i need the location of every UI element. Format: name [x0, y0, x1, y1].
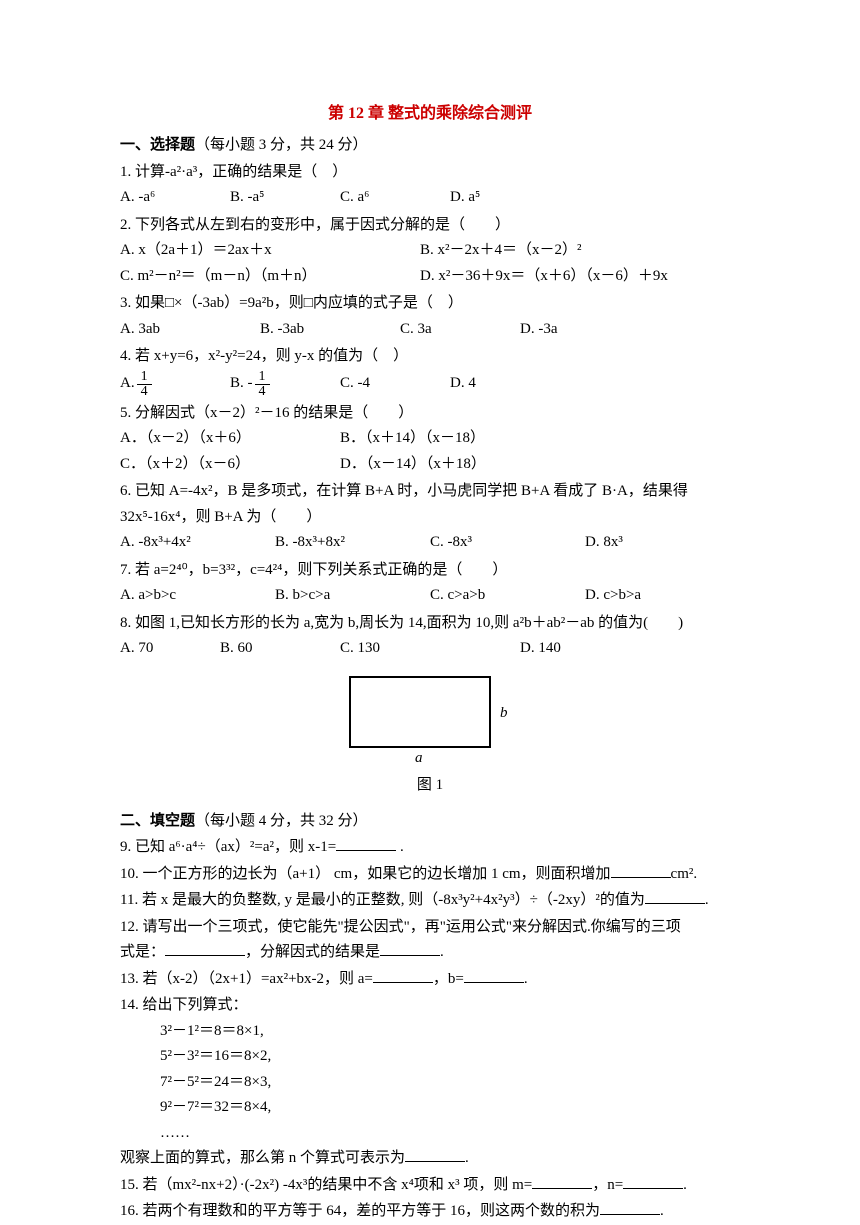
- q3-opt-d: D. -3a: [520, 317, 558, 343]
- q6-options: A. -8x³+4x² B. -8x³+8x² C. -8x³ D. 8x³: [120, 530, 740, 556]
- q3-text: 3. 如果□×（-3ab）=9a²b，则□内应填的式子是（ ）: [120, 291, 740, 317]
- q5-text: 5. 分解因式（x－2）²－16 的结果是（ ）: [120, 401, 740, 427]
- q4-text: 4. 若 x+y=6，x²-y²=24，则 y-x 的值为（ ）: [120, 344, 740, 370]
- q1-opt-a: A. -a⁶: [120, 185, 230, 211]
- blank[interactable]: [623, 1175, 683, 1189]
- q6-opt-d: D. 8x³: [585, 530, 740, 556]
- blank[interactable]: [405, 1148, 465, 1162]
- question-4: 4. 若 x+y=6，x²-y²=24，则 y-x 的值为（ ） A. 14 B…: [120, 344, 740, 399]
- question-11: 11. 若 x 是最大的负整数, y 是最小的正整数, 则（-8x³y²+4x²…: [120, 888, 740, 914]
- page-title: 第 12 章 整式的乘除综合测评: [120, 100, 740, 127]
- q14-line2: 5²－3²＝16＝8×2,: [160, 1044, 740, 1070]
- question-3: 3. 如果□×（-3ab）=9a²b，则□内应填的式子是（ ） A. 3ab B…: [120, 291, 740, 342]
- q5-opt-d: D．（x－14）（x＋18）: [340, 452, 486, 478]
- question-10: 10. 一个正方形的边长为（a+1） cm，如果它的边长增加 1 cm，则面积增…: [120, 862, 740, 888]
- question-14: 14. 给出下列算式： 3²－1²＝8＝8×1, 5²－3²＝16＝8×2, 7…: [120, 993, 740, 1172]
- q14-line1: 3²－1²＝8＝8×1,: [160, 1019, 740, 1045]
- q7-opt-c: C. c>a>b: [430, 583, 585, 609]
- section-1-header: 一、选择题（每小题 3 分，共 24 分）: [120, 133, 740, 159]
- blank[interactable]: [611, 864, 671, 878]
- q8-opt-d: D. 140: [520, 636, 561, 662]
- fraction-1-4-neg: 14: [255, 370, 270, 399]
- label-b: b: [500, 705, 508, 721]
- rectangle-diagram: b a: [340, 672, 520, 762]
- question-12: 12. 请写出一个三项式，使它能先"提公因式"，再"运用公式"来分解因式.你编写…: [120, 915, 740, 966]
- q7-opt-b: B. b>c>a: [275, 583, 430, 609]
- q8-opt-a: A. 70: [120, 636, 220, 662]
- q3-opt-c: C. 3a: [400, 317, 520, 343]
- q1-options: A. -a⁶ B. -a⁵ C. a⁶ D. a⁵: [120, 185, 740, 211]
- blank[interactable]: [600, 1201, 660, 1215]
- q8-opt-c: C. 130: [340, 636, 520, 662]
- question-16: 16. 若两个有理数和的平方等于 64，差的平方等于 16，则这两个数的积为.: [120, 1199, 740, 1225]
- question-6: 6. 已知 A=-4x²，B 是多项式，在计算 B+A 时，小马虎同学把 B+A…: [120, 479, 740, 556]
- q1-text: 1. 计算-a²·a³，正确的结果是（ ）: [120, 160, 740, 186]
- label-a: a: [415, 750, 423, 762]
- q8-opt-b: B. 60: [220, 636, 340, 662]
- q5-options-row1: A．（x－2）（x＋6） B．（x＋14）（x－18）: [120, 426, 740, 452]
- q2-opt-b: B. x²－2x＋4＝（x－2）²: [420, 238, 720, 264]
- q14-line3: 7²－5²＝24＝8×3,: [160, 1070, 740, 1096]
- q6-opt-b: B. -8x³+8x²: [275, 530, 430, 556]
- blank[interactable]: [165, 942, 245, 956]
- blank[interactable]: [532, 1175, 592, 1189]
- q3-opt-b: B. -3ab: [260, 317, 400, 343]
- figure-1-caption: 图 1: [120, 773, 740, 799]
- q4-opt-d: D. 4: [450, 371, 560, 397]
- q6-line1: 6. 已知 A=-4x²，B 是多项式，在计算 B+A 时，小马虎同学把 B+A…: [120, 479, 740, 505]
- blank[interactable]: [464, 969, 524, 983]
- section-2-header: 二、填空题（每小题 4 分，共 32 分）: [120, 809, 740, 835]
- q8-options: A. 70 B. 60 C. 130 D. 140: [120, 636, 740, 662]
- q5-opt-b: B．（x＋14）（x－18）: [340, 426, 485, 452]
- section-1-note: （每小题 3 分，共 24 分）: [195, 137, 368, 153]
- q14-intro: 14. 给出下列算式：: [120, 993, 740, 1019]
- q7-text: 7. 若 a=2⁴⁰，b=3³²，c=4²⁴，则下列关系式正确的是（ ）: [120, 558, 740, 584]
- question-7: 7. 若 a=2⁴⁰，b=3³²，c=4²⁴，则下列关系式正确的是（ ） A. …: [120, 558, 740, 609]
- q2-options-row2: C. m²－n²＝（m－n）（m＋n） D. x²－36＋9x＝（x＋6）（x－…: [120, 264, 740, 290]
- q2-opt-d: D. x²－36＋9x＝（x＋6）（x－6）＋9x: [420, 264, 720, 290]
- q4-opt-c: C. -4: [340, 371, 450, 397]
- q5-opt-a: A．（x－2）（x＋6）: [120, 426, 340, 452]
- q2-opt-a: A. x（2a＋1）＝2ax＋x: [120, 238, 420, 264]
- q2-options-row1: A. x（2a＋1）＝2ax＋x B. x²－2x＋4＝（x－2）²: [120, 238, 740, 264]
- question-8: 8. 如图 1,已知长方形的长为 a,宽为 b,周长为 14,面积为 10,则 …: [120, 611, 740, 662]
- question-1: 1. 计算-a²·a³，正确的结果是（ ） A. -a⁶ B. -a⁵ C. a…: [120, 160, 740, 211]
- question-2: 2. 下列各式从左到右的变形中，属于因式分解的是（ ） A. x（2a＋1）＝2…: [120, 213, 740, 290]
- question-9: 9. 已知 a⁶·a⁴÷（ax）²=a²，则 x-1= .: [120, 835, 740, 861]
- q5-opt-c: C．（x＋2）（x－6）: [120, 452, 340, 478]
- blank[interactable]: [645, 890, 705, 904]
- q3-opt-a: A. 3ab: [120, 317, 260, 343]
- q3-options: A. 3ab B. -3ab C. 3a D. -3a: [120, 317, 740, 343]
- q6-opt-c: C. -8x³: [430, 530, 585, 556]
- q2-text: 2. 下列各式从左到右的变形中，属于因式分解的是（ ）: [120, 213, 740, 239]
- q14-line5: ……: [160, 1121, 740, 1147]
- blank[interactable]: [336, 837, 396, 851]
- question-15: 15. 若（mx²-nx+2）·(-2x²) -4x³的结果中不含 x⁴项和 x…: [120, 1173, 740, 1199]
- q4-options: A. 14 B. - 14 C. -4 D. 4: [120, 370, 740, 399]
- q4-opt-b: B. - 14: [230, 370, 340, 399]
- figure-1: b a 图 1: [120, 672, 740, 799]
- question-13: 13. 若（x-2）（2x+1）=ax²+bx-2，则 a=，b=.: [120, 967, 740, 993]
- section-2-note: （每小题 4 分，共 32 分）: [195, 813, 368, 829]
- q1-opt-b: B. -a⁵: [230, 185, 340, 211]
- question-5: 5. 分解因式（x－2）²－16 的结果是（ ） A．（x－2）（x＋6） B．…: [120, 401, 740, 478]
- section-2-label: 二、填空题: [120, 813, 195, 829]
- q14-line4: 9²－7²＝32＝8×4,: [160, 1095, 740, 1121]
- q2-opt-c: C. m²－n²＝（m－n）（m＋n）: [120, 264, 420, 290]
- q1-opt-d: D. a⁵: [450, 185, 560, 211]
- q7-opt-a: A. a>b>c: [120, 583, 275, 609]
- q4-opt-a: A. 14: [120, 370, 230, 399]
- section-1-label: 一、选择题: [120, 137, 195, 153]
- blank[interactable]: [380, 942, 440, 956]
- q6-line2: 32x⁵-16x⁴，则 B+A 为（ ）: [120, 505, 740, 531]
- q1-opt-c: C. a⁶: [340, 185, 450, 211]
- q7-opt-d: D. c>b>a: [585, 583, 740, 609]
- fraction-1-4: 14: [137, 370, 152, 399]
- blank[interactable]: [373, 969, 433, 983]
- q6-opt-a: A. -8x³+4x²: [120, 530, 275, 556]
- q8-text: 8. 如图 1,已知长方形的长为 a,宽为 b,周长为 14,面积为 10,则 …: [120, 611, 740, 637]
- q7-options: A. a>b>c B. b>c>a C. c>a>b D. c>b>a: [120, 583, 740, 609]
- q5-options-row2: C．（x＋2）（x－6） D．（x－14）（x＋18）: [120, 452, 740, 478]
